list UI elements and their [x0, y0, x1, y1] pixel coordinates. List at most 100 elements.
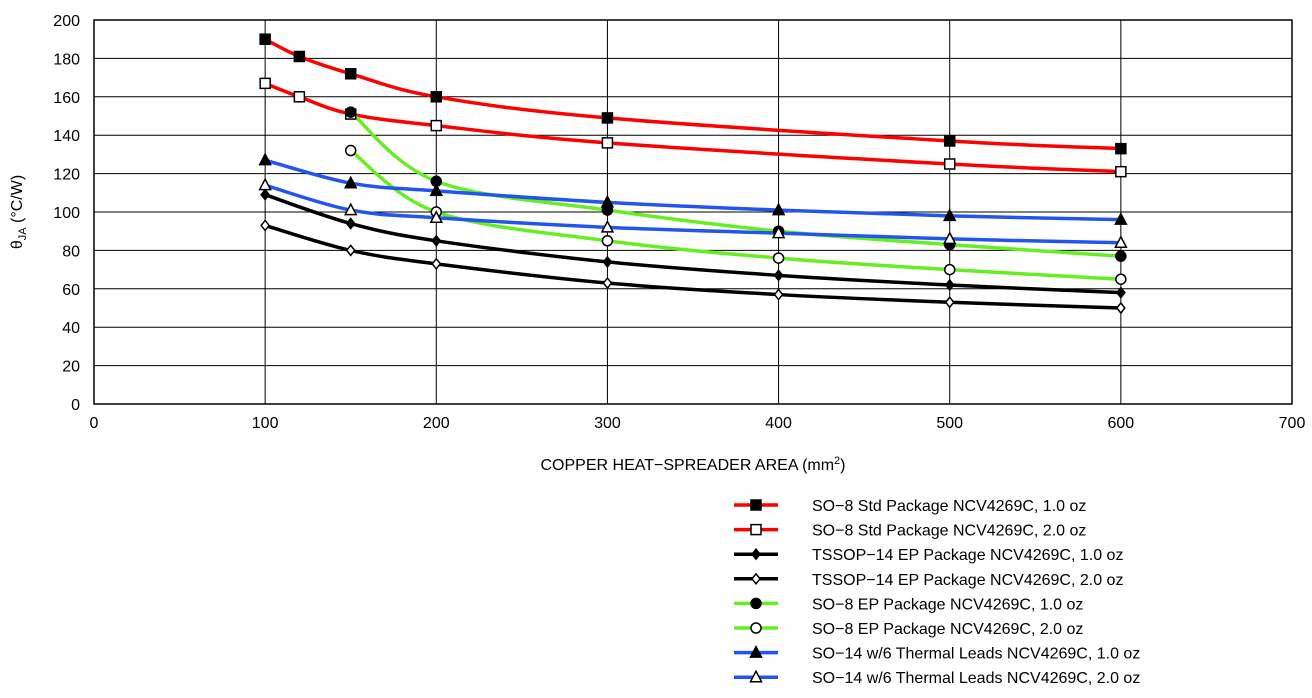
- legend-label: SO−8 EP Package NCV4269C, 2.0 oz: [812, 621, 1083, 638]
- series-line-2: [263, 81, 1123, 174]
- series-line-7: [263, 158, 1123, 222]
- data-point-series-7: [771, 202, 786, 216]
- x-tick-label: 0: [90, 415, 99, 432]
- x-tick-label: 100: [252, 415, 279, 432]
- data-point-series-4: [602, 276, 613, 290]
- data-point-series-4: [773, 288, 784, 301]
- data-point-series-6: [943, 263, 956, 276]
- data-point-series-8: [343, 202, 358, 216]
- data-point-series-8: [258, 177, 272, 191]
- data-point-series-1: [430, 91, 443, 103]
- y-axis-label: θJA (°C/W): [9, 175, 29, 249]
- data-point-series-1: [1115, 142, 1127, 155]
- legend-item: SO−14 w/6 Thermal Leads NCV4269C, 2.0 oz: [734, 669, 1140, 687]
- data-point-series-3: [602, 255, 613, 269]
- legend-swatch-marker: [750, 523, 762, 536]
- data-point-series-6: [772, 252, 785, 264]
- data-point-series-1: [344, 68, 357, 80]
- legend-item: SO−14 w/6 Thermal Leads NCV4269C, 1.0 oz: [734, 644, 1140, 663]
- data-point-series-2: [259, 77, 271, 90]
- series-line-1: [263, 37, 1123, 151]
- data-point-series-1: [293, 50, 306, 63]
- data-point-series-2: [943, 158, 956, 170]
- y-tick-label: 60: [62, 282, 80, 299]
- legend-item: SO−8 Std Package NCV4269C, 2.0 oz: [734, 523, 1086, 540]
- legend-swatch-marker: [750, 597, 762, 610]
- data-point-series-8: [771, 225, 786, 239]
- data-points: [258, 33, 1128, 315]
- y-tick-label: 200: [53, 13, 80, 30]
- legend-label: SO−8 Std Package NCV4269C, 2.0 oz: [812, 523, 1086, 540]
- data-point-series-7: [343, 175, 358, 189]
- data-point-series-2: [601, 137, 614, 149]
- data-point-series-6: [1115, 273, 1127, 285]
- data-point-series-2: [430, 119, 443, 132]
- legend-swatch-marker: [749, 644, 763, 658]
- legend-swatch-marker: [751, 572, 761, 586]
- data-point-series-1: [601, 112, 614, 124]
- legend-item: SO−8 EP Package NCV4269C, 2.0 oz: [734, 621, 1083, 638]
- data-point-series-4: [431, 257, 442, 271]
- plot-area: [93, 19, 1293, 405]
- series-line-3: [263, 192, 1123, 295]
- data-point-series-1: [943, 135, 956, 147]
- data-point-series-5: [344, 106, 357, 118]
- y-tick-label: 100: [53, 205, 80, 222]
- legend-label: TSSOP−14 EP Package NCV4269C, 2.0 oz: [812, 572, 1123, 589]
- data-point-series-7: [600, 194, 615, 208]
- y-tick-label: 40: [62, 320, 80, 337]
- data-point-series-4: [345, 244, 356, 257]
- y-tick-label: 20: [62, 359, 80, 376]
- legend-swatch-marker: [751, 547, 761, 561]
- series-line-4: [263, 223, 1123, 310]
- data-point-series-8: [942, 231, 957, 245]
- x-tick-label: 300: [594, 415, 621, 432]
- legend-label: SO−14 w/6 Thermal Leads NCV4269C, 2.0 oz: [812, 670, 1140, 687]
- data-point-series-7: [1114, 212, 1128, 225]
- legend-swatch-marker: [750, 499, 762, 511]
- data-point-series-1: [259, 33, 271, 45]
- y-tick-label: 180: [53, 51, 80, 68]
- legend-label: SO−8 EP Package NCV4269C, 1.0 oz: [812, 596, 1083, 613]
- data-point-series-5: [1115, 250, 1127, 262]
- data-point-series-7: [258, 152, 272, 166]
- legend-label: SO−8 Std Package NCV4269C, 1.0 oz: [812, 498, 1086, 515]
- y-tick-label: 80: [62, 243, 80, 260]
- data-point-series-3: [260, 188, 271, 201]
- x-tick-label: 400: [765, 415, 792, 432]
- data-point-series-7: [429, 183, 444, 197]
- x-axis-label: COPPER HEAT−SPREADER AREA (mm2): [541, 455, 846, 474]
- legend-label: TSSOP−14 EP Package NCV4269C, 1.0 oz: [812, 547, 1123, 564]
- data-point-series-6: [344, 144, 357, 157]
- x-tick-label: 600: [1108, 415, 1135, 432]
- legend-item: SO−8 Std Package NCV4269C, 1.0 oz: [734, 498, 1086, 515]
- data-point-series-3: [431, 234, 442, 248]
- data-point-series-3: [944, 278, 955, 292]
- data-point-series-8: [1114, 235, 1128, 248]
- legend: SO−8 Std Package NCV4269C, 1.0 oz SO−8 St…: [734, 498, 1140, 687]
- y-tick-label: 120: [53, 167, 80, 184]
- data-point-series-2: [293, 91, 306, 103]
- series-line-8: [263, 183, 1123, 245]
- data-point-series-8: [600, 219, 615, 233]
- grid: [93, 19, 1293, 405]
- data-point-series-6: [601, 235, 614, 247]
- x-tick-label: 700: [1279, 415, 1306, 432]
- legend-item: TSSOP−14 EP Package NCV4269C, 1.0 oz: [734, 547, 1123, 564]
- y-tick-label: 160: [53, 90, 80, 107]
- tick-labels: 0 20 40 60 80 100 120 140 160 180 200 0 100 200 300 400…: [53, 13, 1305, 432]
- data-point-series-3: [773, 269, 784, 282]
- x-tick-label: 500: [936, 415, 963, 432]
- legend-label: SO−14 w/6 Thermal Leads NCV4269C, 1.0 oz: [812, 646, 1140, 663]
- data-point-series-2: [1115, 165, 1127, 178]
- y-tick-label: 140: [53, 128, 80, 145]
- x-tick-label: 200: [423, 415, 450, 432]
- legend-item: SO−8 EP Package NCV4269C, 1.0 oz: [734, 596, 1083, 613]
- series-line-5: [348, 110, 1123, 258]
- y-tick-label: 0: [71, 397, 80, 414]
- legend-swatch-marker: [749, 669, 763, 683]
- data-point-series-4: [1115, 301, 1126, 315]
- data-point-series-3: [345, 217, 356, 230]
- data-point-series-4: [944, 296, 955, 309]
